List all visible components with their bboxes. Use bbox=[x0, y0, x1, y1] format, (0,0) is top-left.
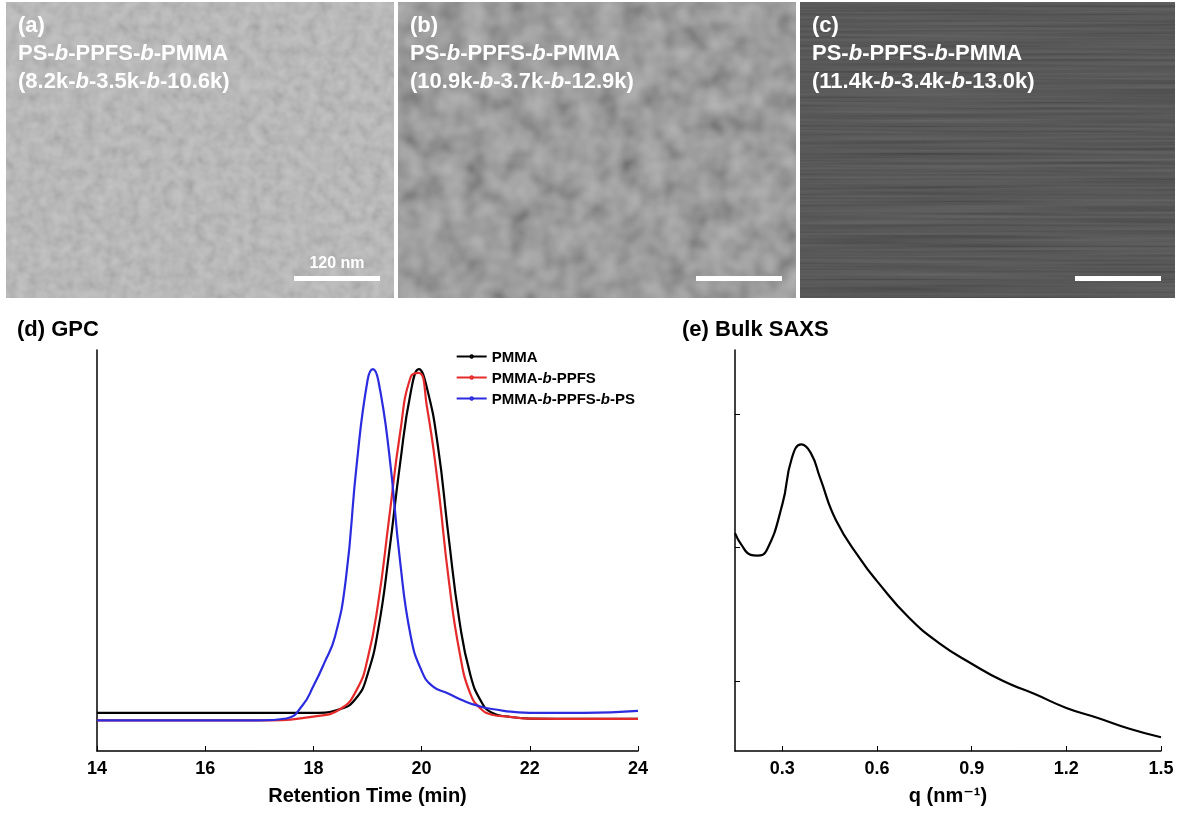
svg-text:0.3: 0.3 bbox=[770, 758, 795, 778]
svg-text:PMMA-: PMMA- bbox=[492, 390, 543, 407]
svg-text:(d) GPC: (d) GPC bbox=[17, 316, 99, 341]
svg-text:1.5: 1.5 bbox=[1148, 758, 1173, 778]
svg-text:PS-b-PPFS-b-PMMA: PS-b-PPFS-b-PMMA bbox=[812, 40, 1022, 65]
svg-text:(8.2k-b-3.5k-b-10.6k): (8.2k-b-3.5k-b-10.6k) bbox=[18, 68, 230, 93]
svg-text:PS-b-PPFS-b-PMMA: PS-b-PPFS-b-PMMA bbox=[410, 40, 620, 65]
svg-text:Retention Time (min): Retention Time (min) bbox=[268, 784, 467, 806]
svg-text:-PPFS: -PPFS bbox=[552, 369, 596, 386]
svg-text:0.9: 0.9 bbox=[959, 758, 984, 778]
svg-text:0.6: 0.6 bbox=[864, 758, 889, 778]
svg-text:22: 22 bbox=[520, 758, 540, 778]
svg-text:(11.4k-b-3.4k-b-13.0k): (11.4k-b-3.4k-b-13.0k) bbox=[812, 68, 1035, 93]
svg-text:120 nm: 120 nm bbox=[309, 254, 364, 271]
svg-text:16: 16 bbox=[195, 758, 215, 778]
svg-text:-PPFS-: -PPFS- bbox=[552, 390, 601, 407]
svg-text:PMMA-: PMMA- bbox=[492, 369, 543, 386]
svg-text:20: 20 bbox=[412, 758, 432, 778]
svg-text:(e) Bulk SAXS: (e) Bulk SAXS bbox=[682, 316, 829, 341]
svg-text:b: b bbox=[601, 390, 610, 407]
svg-text:(10.9k-b-3.7k-b-12.9k): (10.9k-b-3.7k-b-12.9k) bbox=[410, 68, 634, 93]
svg-text:b: b bbox=[543, 390, 552, 407]
svg-text:(a): (a) bbox=[18, 12, 45, 37]
svg-text:b: b bbox=[543, 369, 552, 386]
svg-text:PMMA: PMMA bbox=[492, 348, 538, 365]
svg-text:(c): (c) bbox=[812, 12, 839, 37]
svg-text:-PS: -PS bbox=[610, 390, 635, 407]
svg-text:18: 18 bbox=[303, 758, 323, 778]
svg-text:1.2: 1.2 bbox=[1054, 758, 1079, 778]
svg-text:(b): (b) bbox=[410, 12, 438, 37]
svg-text:PS-b-PPFS-b-PMMA: PS-b-PPFS-b-PMMA bbox=[18, 40, 228, 65]
svg-text:24: 24 bbox=[628, 758, 648, 778]
svg-text:14: 14 bbox=[87, 758, 107, 778]
svg-text:q (nm⁻¹): q (nm⁻¹) bbox=[909, 784, 987, 806]
